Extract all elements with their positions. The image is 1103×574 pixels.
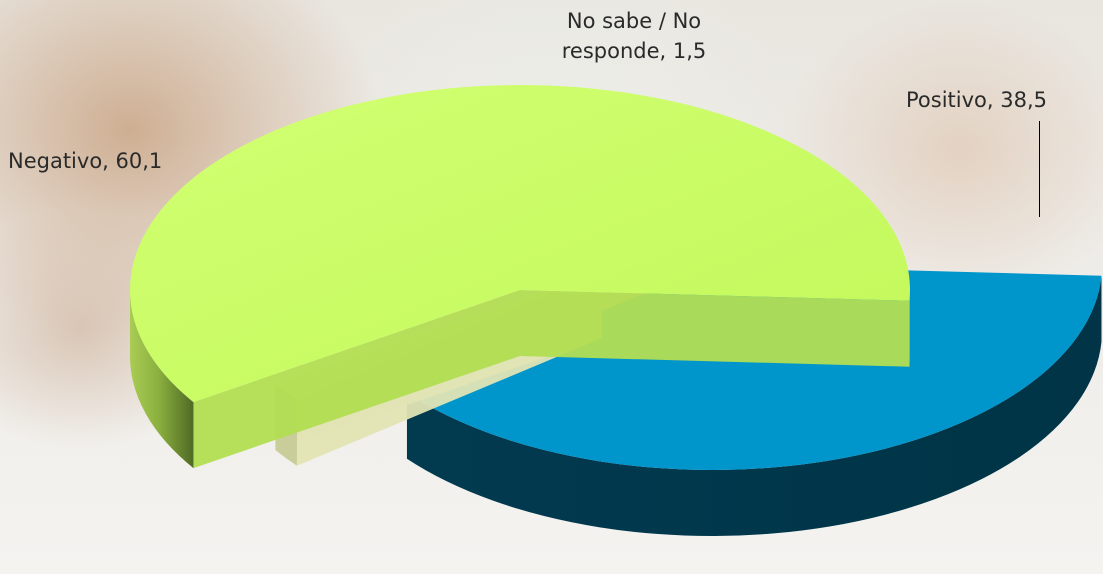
data-label-positivo: Positivo, 38,5 — [906, 88, 1047, 112]
pie-cut-face-negativo — [520, 290, 910, 367]
pie-side-positivo — [406, 275, 1102, 536]
pie-top-positivo — [406, 265, 1102, 471]
pie-side-negativo — [909, 290, 911, 367]
data-label-nsnr-line2: responde, 1,5 — [561, 39, 707, 64]
pie-side-negativo — [130, 290, 194, 469]
data-label-no-sabe-no-responde: No sabe / No responde, 1,5 — [519, 6, 749, 67]
pie-cut-face-negativo — [193, 290, 520, 469]
pie-top-negativo — [129, 84, 911, 403]
data-label-nsnr-line1: No sabe / No — [566, 9, 702, 33]
pie-slice-negativo — [129, 84, 911, 469]
pie-slice-positivo — [406, 265, 1102, 536]
data-label-negativo: Negativo, 60,1 — [8, 149, 163, 173]
leader-line-positivo — [1039, 121, 1040, 217]
